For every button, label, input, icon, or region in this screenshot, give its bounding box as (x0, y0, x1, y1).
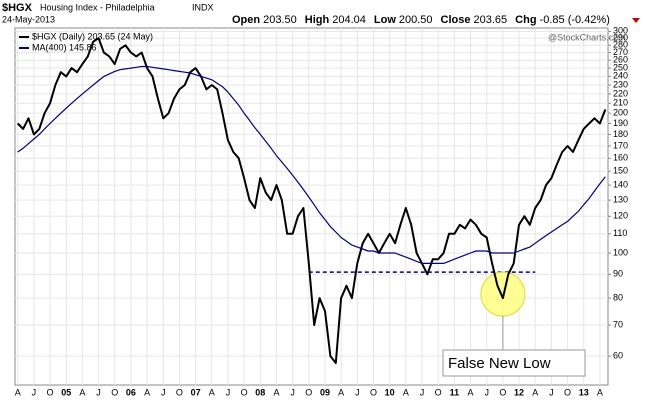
y-tick-label: 280 (613, 40, 628, 50)
quote-label: High (305, 14, 330, 26)
x-tick-label: A (338, 387, 344, 397)
x-tick-label: O (47, 387, 54, 397)
legend-label: MA(400) 145.86 (32, 42, 97, 52)
x-tick-label: O (241, 387, 248, 397)
y-tick-label: 100 (613, 247, 628, 257)
x-tick-label: J (161, 387, 166, 397)
y-tick-label: 160 (613, 153, 628, 163)
x-tick-label: A (597, 387, 603, 397)
symbol: $HGX (2, 2, 33, 14)
y-tick-label: 240 (613, 71, 628, 81)
x-tick-label: J (549, 387, 554, 397)
quote-label: Open (232, 14, 260, 26)
x-tick-label: O (564, 387, 571, 397)
y-tick-label: 140 (613, 180, 628, 190)
quote-label: Close (441, 14, 471, 26)
x-tick-label: A (15, 387, 21, 397)
y-tick-label: 270 (613, 47, 628, 57)
x-tick-label: A (144, 387, 150, 397)
y-tick-label: 120 (613, 211, 628, 221)
quote-value: 204.04 (332, 14, 366, 26)
x-tick-label: 06 (126, 387, 136, 397)
y-tick-label: 290 (613, 33, 628, 43)
quote-value: 200.50 (399, 14, 433, 26)
y-tick-label: 130 (613, 194, 628, 204)
x-tick-label: 05 (61, 387, 71, 397)
y-tick-label: 180 (613, 129, 628, 139)
y-tick-label: 210 (613, 98, 628, 108)
x-tick-label: J (420, 387, 425, 397)
y-tick-label: 260 (613, 55, 628, 65)
y-tick-label: 190 (613, 118, 628, 128)
quote-value: -0.85 (-0.42%) (540, 14, 610, 26)
y-tick-label: 230 (613, 79, 628, 89)
y-tick-label: 300 (613, 26, 628, 36)
quote-label: Chg (515, 14, 536, 26)
x-tick-label: 13 (579, 387, 589, 397)
y-tick-label: 200 (613, 108, 628, 118)
x-tick-label: O (111, 387, 118, 397)
x-tick-label: A (468, 387, 474, 397)
x-tick-label: O (435, 387, 442, 397)
x-tick-label: 09 (320, 387, 330, 397)
x-tick-label: O (370, 387, 377, 397)
x-tick-label: J (484, 387, 489, 397)
y-tick-label: 90 (613, 269, 623, 279)
x-tick-label: A (532, 387, 538, 397)
series-line (16, 37, 607, 364)
quote-label: Low (374, 14, 396, 26)
y-tick-label: 60 (613, 350, 623, 360)
y-tick-label: 70 (613, 319, 623, 329)
x-tick-label: J (226, 387, 231, 397)
x-tick-label: 12 (514, 387, 524, 397)
callout-box (442, 349, 586, 377)
x-tick-label: A (403, 387, 409, 397)
x-tick-label: J (355, 387, 360, 397)
x-tick-label: J (96, 387, 101, 397)
x-tick-label: 07 (191, 387, 201, 397)
x-tick-label: 11 (450, 387, 460, 397)
y-tick-label: 220 (613, 88, 628, 98)
y-tick-label: 150 (613, 166, 628, 176)
y-tick-label: 250 (613, 63, 628, 73)
x-tick-label: A (273, 387, 279, 397)
x-tick-label: 10 (385, 387, 395, 397)
x-tick-label: O (305, 387, 312, 397)
x-tick-label: O (499, 387, 506, 397)
quote-value: 203.65 (474, 14, 508, 26)
legend-label: $HGX (Daily) 203.65 (24 May) (32, 31, 153, 41)
watermark: @StockCharts.com (548, 32, 626, 42)
quote-value: 203.50 (263, 14, 297, 26)
x-tick-label: O (176, 387, 183, 397)
x-tick-label: A (209, 387, 215, 397)
y-tick-label: 110 (613, 228, 627, 238)
callout-text: False New Low (448, 355, 551, 372)
x-tick-label: A (79, 387, 85, 397)
exchange: INDX (192, 2, 214, 12)
y-tick-label: 170 (613, 140, 628, 150)
x-tick-label: J (290, 387, 295, 397)
down-arrow (632, 18, 640, 23)
y-tick-label: 80 (613, 292, 623, 302)
date: 24-May-2013 (2, 14, 55, 24)
x-tick-label: J (32, 387, 37, 397)
series-line (17, 65, 606, 264)
x-tick-label: 08 (255, 387, 265, 397)
index-name: Housing Index - Philadelphia (40, 2, 155, 12)
